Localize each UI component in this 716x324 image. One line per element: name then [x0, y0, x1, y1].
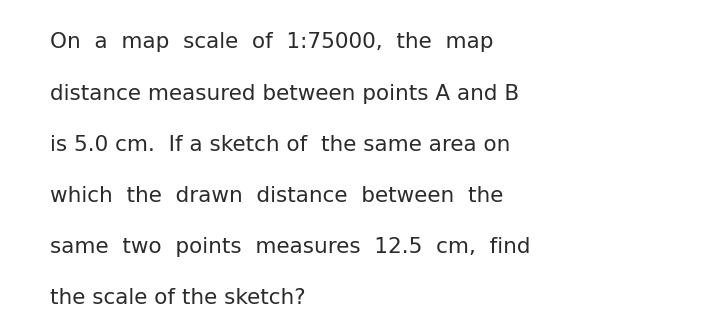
Text: which  the  drawn  distance  between  the: which the drawn distance between the	[50, 186, 503, 206]
Text: same  two  points  measures  12.5  cm,  find: same two points measures 12.5 cm, find	[50, 237, 531, 257]
Text: On  a  map  scale  of  1:75000,  the  map: On a map scale of 1:75000, the map	[50, 32, 493, 52]
Text: the scale of the sketch?: the scale of the sketch?	[50, 288, 306, 308]
Text: distance measured between points A and B: distance measured between points A and B	[50, 84, 519, 104]
Text: is 5.0 cm.  If a sketch of  the same area on: is 5.0 cm. If a sketch of the same area …	[50, 135, 511, 155]
